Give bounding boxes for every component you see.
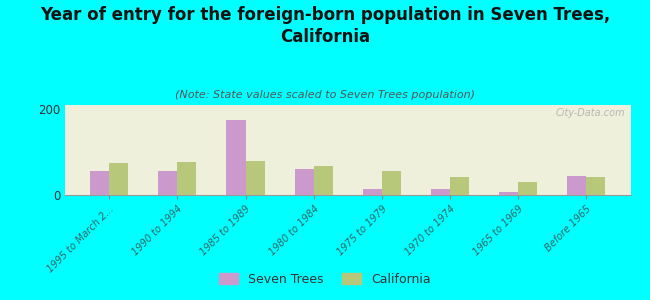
Bar (226, 120, 246, 195)
Text: (Note: State values scaled to Seven Trees population): (Note: State values scaled to Seven Tree… (175, 90, 475, 100)
Bar (567, 176, 586, 195)
Text: Year of entry for the foreign-born population in Seven Trees,
California: Year of entry for the foreign-born popul… (40, 6, 610, 46)
Legend: Seven Trees, California: Seven Trees, California (214, 268, 436, 291)
Bar (363, 189, 382, 195)
Bar (177, 162, 196, 195)
Bar (382, 171, 401, 195)
Bar (314, 166, 333, 195)
Bar (246, 161, 265, 195)
Bar (499, 192, 518, 195)
Bar (90, 171, 109, 195)
Bar (518, 182, 537, 195)
Bar (431, 189, 450, 195)
Bar (586, 177, 605, 195)
Bar (294, 169, 314, 195)
Bar (159, 171, 177, 195)
Bar (450, 177, 469, 195)
Bar (109, 163, 128, 195)
Text: City-Data.com: City-Data.com (555, 108, 625, 118)
